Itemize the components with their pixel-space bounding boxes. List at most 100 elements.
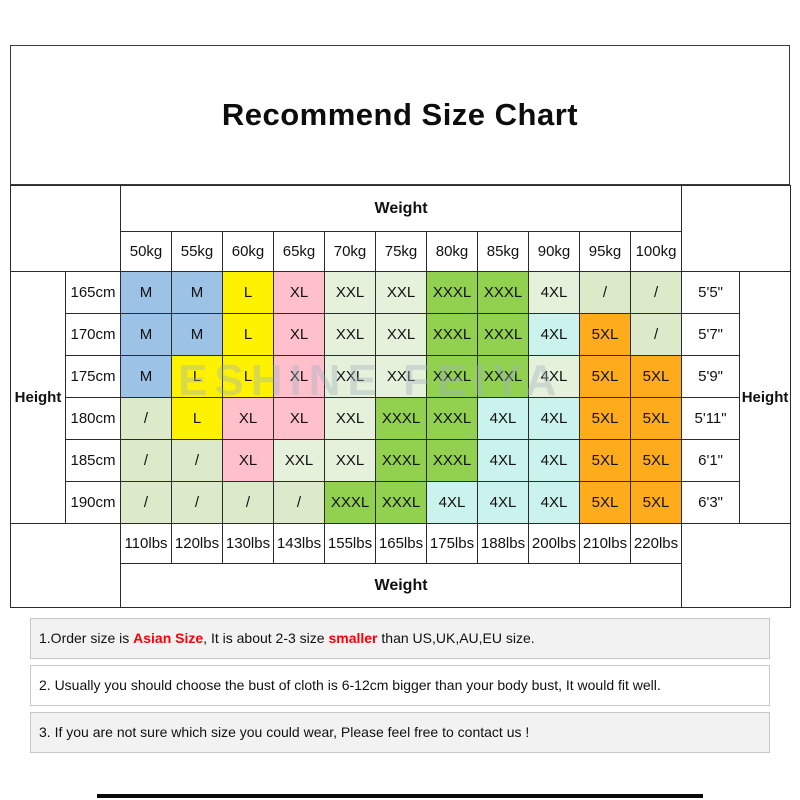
size-cell: L <box>222 271 274 314</box>
note-2: 2. Usually you should choose the bust of… <box>30 665 770 706</box>
note-text: than US,UK,AU,EU size. <box>377 630 535 646</box>
size-chart-table: Weight 50kg 55kg 60kg 65kg 70kg 75kg 80kg 85kg 90… <box>10 185 792 608</box>
size-cell: XL <box>273 271 325 314</box>
weight-kg-cell: 95kg <box>579 231 631 272</box>
corner-bottom-left <box>10 523 121 608</box>
size-cell: XXXL <box>426 397 478 440</box>
title-box: Recommend Size Chart <box>10 45 790 185</box>
size-cell: / <box>629 271 683 314</box>
height-ft-cell: 5'9" <box>681 355 741 398</box>
size-cell: XL <box>222 439 274 482</box>
weight-kg-cell: 55kg <box>171 231 223 272</box>
size-cell: 4XL <box>426 481 478 524</box>
weight-lbs-cell: 175lbs <box>426 523 478 564</box>
size-cell: XXL <box>324 439 376 482</box>
size-cell: XL <box>273 397 325 440</box>
weight-kg-cell: 65kg <box>273 231 325 272</box>
size-cell: M <box>171 313 223 356</box>
size-cell: XXL <box>324 355 376 398</box>
weight-lbs-cell: 130lbs <box>222 523 274 564</box>
size-cell: XXXL <box>426 271 478 314</box>
size-cell: 4XL <box>477 439 529 482</box>
height-cm-cell: 175cm <box>65 355 121 398</box>
size-cell: 5XL <box>629 439 683 482</box>
size-chart-body: Weight 50kg 55kg 60kg 65kg 70kg 75kg 80kg 85kg 90… <box>10 185 792 608</box>
size-cell: XXL <box>273 439 325 482</box>
size-cell: L <box>171 355 223 398</box>
size-cell: XXL <box>375 313 427 356</box>
page-title: Recommend Size Chart <box>221 97 579 132</box>
size-cell: 5XL <box>579 313 631 356</box>
size-cell: XXL <box>375 355 427 398</box>
weight-kg-cell: 80kg <box>426 231 478 272</box>
size-cell: 4XL <box>528 355 580 398</box>
size-cell: 5XL <box>579 397 631 440</box>
note-text: 1.Order size is <box>39 630 134 646</box>
size-cell: / <box>120 481 172 524</box>
weight-lbs-cell: 220lbs <box>629 523 683 564</box>
note-text: Asian Size <box>133 630 204 646</box>
size-cell: XL <box>273 313 325 356</box>
note-text: , It is about 2-3 size <box>203 630 329 646</box>
height-label-left: Height <box>10 271 66 524</box>
weight-kg-cell: 90kg <box>528 231 580 272</box>
note-text: 3. If you are not sure which size you co… <box>39 724 530 740</box>
corner-top-right <box>681 185 792 272</box>
size-cell: M <box>120 271 172 314</box>
size-cell: 5XL <box>579 481 631 524</box>
corner-bottom-right <box>681 523 792 608</box>
height-ft-cell: 6'1" <box>681 439 741 482</box>
size-cell: L <box>222 355 274 398</box>
weight-header-bottom: Weight <box>119 563 683 608</box>
size-cell: 5XL <box>629 355 683 398</box>
notes: 1.Order size is Asian Size, It is about … <box>30 618 770 759</box>
size-cell: XXXL <box>426 313 478 356</box>
size-cell: XXXL <box>477 271 529 314</box>
weight-lbs-cell: 210lbs <box>579 523 631 564</box>
note-3: 3. If you are not sure which size you co… <box>30 712 770 753</box>
size-cell: XXL <box>375 271 427 314</box>
size-cell: XXXL <box>426 439 478 482</box>
size-cell: XXXL <box>375 397 427 440</box>
size-cell: 5XL <box>629 397 683 440</box>
weight-kg-cell: 85kg <box>477 231 529 272</box>
weight-lbs-cell: 120lbs <box>171 523 223 564</box>
height-cm-cell: 170cm <box>65 313 121 356</box>
height-cm-cell: 180cm <box>65 397 121 440</box>
height-cm-cell: 165cm <box>65 271 121 314</box>
size-chart: Weight 50kg 55kg 60kg 65kg 70kg 75kg 80kg 85kg 90… <box>10 185 792 608</box>
footer-bar <box>97 794 703 798</box>
size-cell: L <box>171 397 223 440</box>
weight-lbs-cell: 143lbs <box>273 523 325 564</box>
size-cell: XXXL <box>375 439 427 482</box>
height-ft-cell: 5'7" <box>681 313 741 356</box>
weight-lbs-cell: 200lbs <box>528 523 580 564</box>
note-1: 1.Order size is Asian Size, It is about … <box>30 618 770 659</box>
weight-lbs-cell: 110lbs <box>120 523 172 564</box>
height-cm-cell: 190cm <box>65 481 121 524</box>
height-label-right: Height <box>739 271 792 524</box>
weight-lbs-cell: 165lbs <box>375 523 427 564</box>
weight-kg-cell: 50kg <box>120 231 172 272</box>
size-cell: 4XL <box>528 313 580 356</box>
height-ft-cell: 5'5" <box>681 271 741 314</box>
size-cell: XXL <box>324 313 376 356</box>
note-text: smaller <box>328 630 378 646</box>
size-cell: 4XL <box>528 439 580 482</box>
size-cell: 4XL <box>528 481 580 524</box>
size-cell: XXXL <box>324 481 376 524</box>
size-cell: / <box>273 481 325 524</box>
weight-kg-cell: 75kg <box>375 231 427 272</box>
size-cell: 4XL <box>528 397 580 440</box>
size-cell: L <box>222 313 274 356</box>
weight-kg-cell: 60kg <box>222 231 274 272</box>
size-cell: / <box>120 439 172 482</box>
size-cell: 5XL <box>629 481 683 524</box>
size-cell: / <box>222 481 274 524</box>
size-cell: M <box>171 271 223 314</box>
size-cell: / <box>579 271 631 314</box>
size-cell: XXXL <box>477 355 529 398</box>
weight-header-top: Weight <box>119 185 683 232</box>
size-cell: / <box>171 481 223 524</box>
